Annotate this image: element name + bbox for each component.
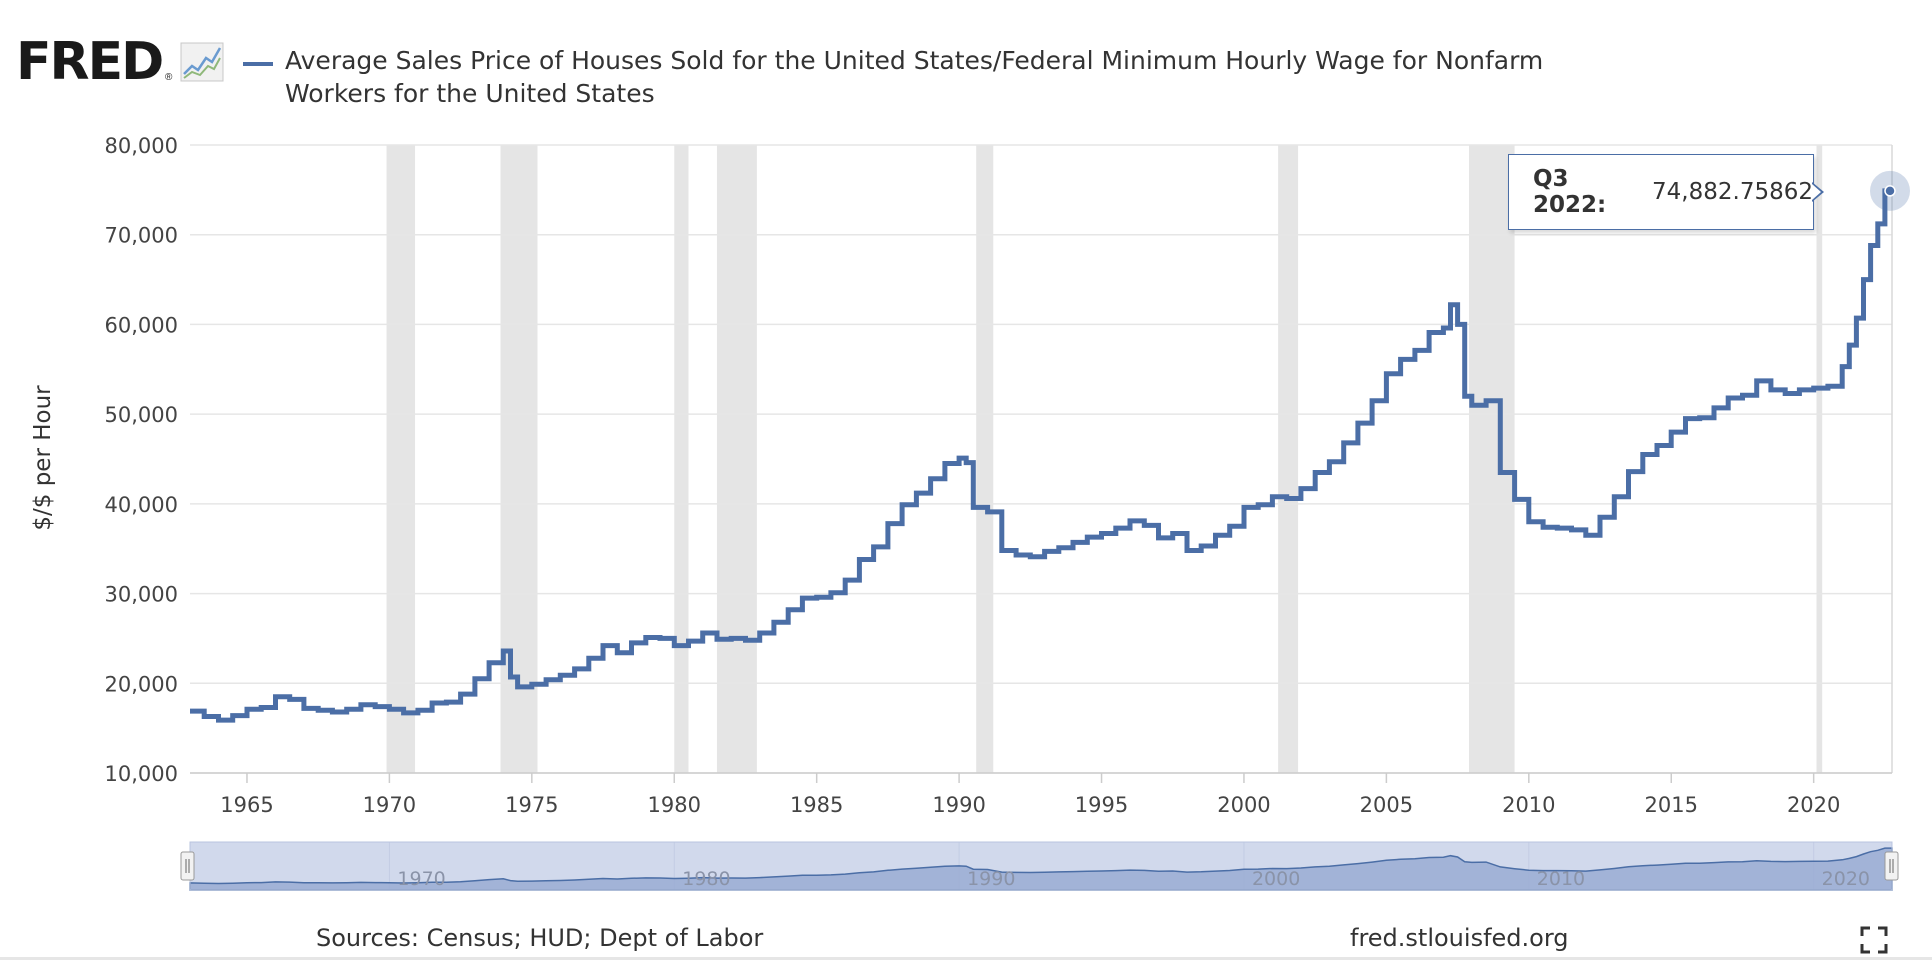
x-tick-label: 1985 xyxy=(790,793,843,817)
recession-band xyxy=(500,145,538,773)
recession-band xyxy=(386,145,416,773)
gridlines xyxy=(190,144,1893,774)
x-tick-label: 2005 xyxy=(1360,793,1413,817)
fullscreen-icon[interactable] xyxy=(1860,926,1888,954)
series-line[interactable] xyxy=(190,188,1892,723)
registered-mark: ® xyxy=(165,72,173,83)
x-tick-label: 2010 xyxy=(1502,793,1555,817)
navigator-label: 1990 xyxy=(967,868,1015,890)
recession-band xyxy=(1816,145,1823,773)
value-tooltip: Q3 2022: 74,882.75862 xyxy=(1508,154,1814,230)
x-tick-label: 1980 xyxy=(648,793,701,817)
y-tick-label: 70,000 xyxy=(105,224,178,248)
x-tick-label: 1975 xyxy=(505,793,558,817)
x-tick-label: 1990 xyxy=(932,793,985,817)
y-tick-label: 20,000 xyxy=(105,672,178,696)
navigator-label: 2020 xyxy=(1822,868,1870,890)
recession-bands xyxy=(386,145,1823,773)
y-tick-label: 40,000 xyxy=(105,493,178,517)
y-axis-label: $/$ per Hour xyxy=(30,385,56,531)
x-tick-label: 2015 xyxy=(1645,793,1698,817)
x-tick-label: 2000 xyxy=(1217,793,1270,817)
recession-band xyxy=(716,145,757,773)
y-tick-label: 30,000 xyxy=(105,583,178,607)
footer-divider xyxy=(0,957,1932,960)
navigator-label: 1980 xyxy=(682,868,730,890)
y-axis-ticks: 10,000 20,000 30,000 40,000 50,000 60,000 70,0… xyxy=(105,134,178,786)
hover-point[interactable] xyxy=(1884,185,1896,197)
x-tick-label: 1995 xyxy=(1075,793,1128,817)
y-tick-label: 50,000 xyxy=(105,403,178,427)
chart-title: Average Sales Price of Houses Sold for t… xyxy=(285,46,1544,108)
navigator-label: 1970 xyxy=(397,868,445,890)
x-axis-ticks: 1965 1970 1975 1980 1985 1990 1995 2000 2005 2010… xyxy=(220,773,1840,817)
fred-logo[interactable]: FRED xyxy=(16,32,164,92)
tooltip-pointer-inner xyxy=(1812,184,1821,200)
series-legend-swatch xyxy=(243,62,273,66)
fred-graph-icon[interactable] xyxy=(180,42,224,82)
tooltip-label: Q3 2022: xyxy=(1533,166,1607,218)
x-tick-label: 1965 xyxy=(220,793,273,817)
x-tick-label: 1970 xyxy=(363,793,416,817)
navigator-label: 2000 xyxy=(1252,868,1300,890)
tooltip-value: 74,882.75862 xyxy=(1652,179,1813,205)
navigator[interactable]: 1970 1980 1990 2000 2010 2020 xyxy=(180,841,1899,891)
site-link[interactable]: fred.stlouisfed.org xyxy=(1350,924,1569,952)
recession-band xyxy=(976,145,994,773)
x-tick-label: 2020 xyxy=(1787,793,1840,817)
header: FRED ® Average Sales Price of Houses Sol… xyxy=(0,0,1932,130)
navigator-handle-left[interactable] xyxy=(180,851,195,881)
navigator-handle-right[interactable] xyxy=(1884,851,1899,881)
navigator-label: 2010 xyxy=(1537,868,1585,890)
sources-note: Sources: Census; HUD; Dept of Labor xyxy=(316,924,764,952)
recession-band xyxy=(1278,145,1299,773)
y-tick-label: 10,000 xyxy=(105,762,178,786)
recession-band xyxy=(674,145,689,773)
y-tick-label: 80,000 xyxy=(105,134,178,158)
recession-band xyxy=(1468,145,1515,773)
navigator-area xyxy=(189,847,1893,891)
y-tick-label: 60,000 xyxy=(105,313,178,337)
